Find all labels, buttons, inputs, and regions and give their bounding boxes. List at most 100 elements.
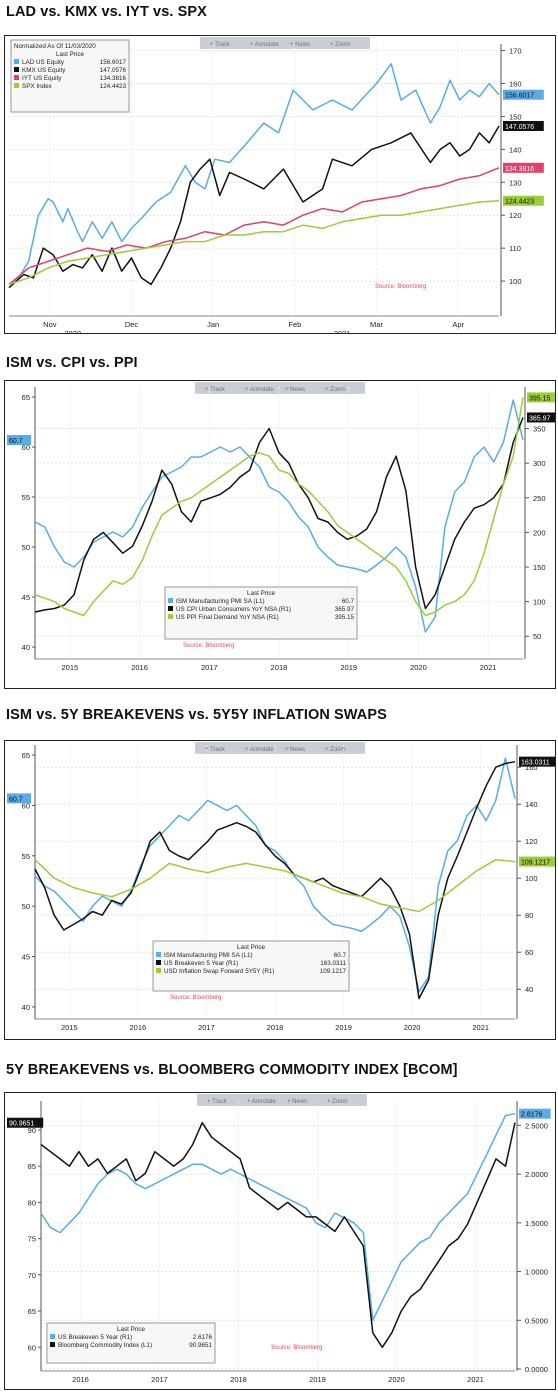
last-price-tag: 163.0311	[519, 756, 558, 767]
x-tick-label: 2019	[335, 1023, 352, 1032]
last-price-tag: 134.3816	[503, 162, 544, 173]
right-tick-label: 300	[533, 459, 546, 468]
panel-title: ISM vs. CPI vs. PPI	[6, 355, 138, 371]
legend-label: Bloomberg Commodity Index (L1)	[58, 1342, 152, 1349]
toolbar-item: + News	[285, 387, 305, 393]
right-tick-label: 200	[533, 528, 546, 537]
right-tick-label: 50	[533, 632, 541, 641]
last-price-value: 156.6017	[505, 93, 534, 100]
panel-title: LAD vs. KMX vs. IYT vs. SPX	[6, 4, 207, 20]
last-price-tag: 60.7	[7, 793, 31, 804]
legend-header: Last Price	[56, 51, 84, 58]
legend-box	[152, 940, 350, 992]
x-year-label: 2021	[334, 329, 351, 333]
legend-label: US Breakeven 5 Year (R1)	[58, 1334, 132, 1341]
legend-header: Last Price	[117, 1326, 145, 1333]
legend-value: 147.0576	[100, 67, 127, 74]
legend-swatch	[50, 1342, 55, 1347]
right-tick-label: 100	[525, 874, 538, 883]
toolbar-item: + Track	[205, 387, 226, 393]
x-tick-label: Nov	[43, 320, 57, 329]
left-tick-label: 65	[22, 393, 30, 402]
last-price-bg	[519, 1108, 551, 1119]
x-tick-label: 2016	[72, 1375, 89, 1384]
left-tick-label: 65	[22, 751, 30, 760]
x-tick-label: 2018	[267, 1023, 284, 1032]
right-tick-label: 1.0000	[525, 1268, 548, 1277]
chart-panel-3: + Track + Annotate + News + Zoom 40 60 80 100 12…	[4, 740, 558, 1040]
x-tick-label: 2018	[271, 663, 288, 672]
chart-svg: + Track + Annotate + News + Zoom 40 60 80 100 12…	[7, 742, 558, 1032]
legend-label: SPX Index	[22, 83, 53, 90]
chart-toolbar: + Track + Annotate + News + Zoom	[195, 382, 365, 394]
x-tick-label: 2015	[61, 1023, 78, 1032]
right-tick-label: 120	[525, 837, 538, 846]
toolbar-bg	[197, 1094, 367, 1106]
last-price-tag: 395.15	[527, 392, 558, 403]
legend-value: 60.7	[342, 598, 355, 605]
chart-panel-1: + Track + Annotate + News + Zoom 100 110 120 13…	[4, 35, 556, 338]
legend-value: 2.6176	[193, 1334, 213, 1341]
chart-panel-4: + Track + Annotate + News + Zoom 0.0000 0.500…	[4, 1092, 556, 1390]
legend-header: Normalized As Of 11/03/2020	[14, 43, 96, 50]
legend-label: IYT US Equity	[22, 75, 62, 82]
toolbar-item: + Annotate	[250, 42, 280, 48]
right-tick-label: 160	[525, 763, 538, 772]
right-tick-label: 100	[533, 598, 546, 607]
source-label: Source: Bloomberg	[375, 284, 426, 290]
legend-label: ISM Manufacturing PMI SA (L1)	[164, 952, 253, 959]
series-line	[40, 1121, 516, 1349]
last-price-value: 60.7	[9, 796, 23, 803]
right-tick-label: 80	[525, 911, 533, 920]
x-year-label: 2020	[64, 329, 81, 333]
legend-box	[46, 1322, 216, 1364]
chart-panel-2: + Track + Annotate + News + Zoom 50 100 150 200…	[4, 380, 558, 689]
left-tick-label: 40	[22, 643, 30, 652]
toolbar-item: + Annotate	[245, 387, 275, 393]
chart-svg: + Track + Annotate + News + Zoom 0.0000 0.500…	[7, 1094, 551, 1384]
legend-label: LAD US Equity	[22, 59, 65, 66]
legend-label: US CPI Urban Consumers YoY NSA (R1)	[176, 606, 291, 613]
series-line	[40, 1112, 516, 1322]
x-tick-label: Apr	[452, 320, 464, 329]
left-tick-label: 55	[22, 493, 30, 502]
last-price-bg	[519, 756, 558, 767]
legend-swatch	[168, 598, 173, 603]
legend-value: 156.6017	[100, 59, 127, 66]
left-tick-label: 60	[22, 443, 30, 452]
last-price-bg	[527, 412, 558, 423]
legend-value: 90.9651	[189, 1342, 212, 1349]
legend-label: US Breakeven 5 Year (R1)	[164, 960, 238, 967]
legend-value: 163.0311	[320, 960, 346, 967]
legend-swatch	[156, 960, 161, 965]
legend-header: Last Price	[237, 944, 265, 951]
left-tick-label: 85	[28, 1162, 36, 1171]
right-tick-label: 0.0000	[525, 1365, 548, 1374]
series-line	[8, 63, 500, 286]
last-price-bg	[7, 435, 31, 445]
x-tick-label: Dec	[125, 320, 139, 329]
right-tick-label: 40	[525, 985, 533, 994]
right-tick-label: 150	[533, 563, 546, 572]
legend-swatch	[156, 968, 161, 973]
legend-label: KMX US Equity	[22, 67, 66, 74]
right-tick-label: 150	[509, 112, 522, 121]
chart-toolbar: + Track + Annotate + News + Zoom	[197, 1094, 367, 1106]
legend-box	[164, 586, 358, 640]
series-line	[34, 760, 516, 1000]
x-tick-label: 2021	[480, 663, 497, 672]
x-tick-label: 2018	[230, 1375, 247, 1384]
last-price-value: 109.1217	[521, 860, 550, 867]
last-price-value: 134.3816	[505, 166, 534, 173]
legend-value: 60.7	[334, 952, 347, 959]
last-price-value: 147.0576	[505, 124, 534, 131]
x-tick-label: Feb	[288, 320, 301, 329]
right-tick-label: 160	[509, 80, 522, 89]
toolbar-bg	[195, 382, 365, 394]
source-label: Source: Bloomberg	[170, 995, 221, 1001]
legend-header: Last Price	[247, 590, 275, 597]
